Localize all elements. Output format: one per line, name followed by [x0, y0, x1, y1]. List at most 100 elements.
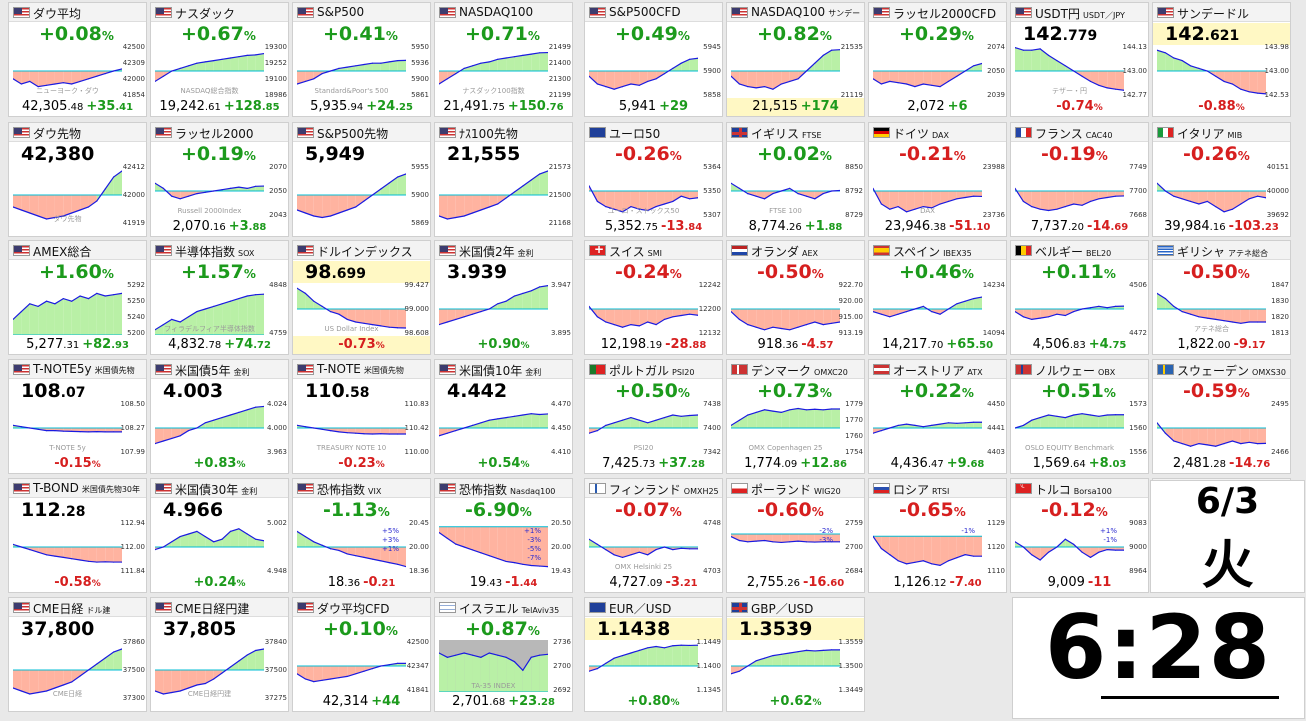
tile-dow-cfd[interactable]: ダウ平均CFD +0.10% 42500 42347 41841 42,314 +44	[292, 597, 431, 712]
tile-us5y[interactable]: 米国債5年 金利 4.003 4.024 4.000 3.963 +0.83%	[150, 359, 289, 474]
tile-chart: Standard&Poor's 500	[297, 59, 406, 95]
chart-point	[981, 296, 982, 298]
axis-tick-label: 5.002	[266, 519, 287, 527]
tile-denmark[interactable]: デンマーク OMXC20 +0.73% OMX Copenhagen 25 1779 17…	[726, 359, 865, 474]
tile-russell2000cfd[interactable]: ラッセル2000CFD +0.29% 2074 2050 2039 2,072 +6	[868, 2, 1007, 117]
tile-us10y[interactable]: 米国債10年 金利 4.442 4.470 4.450 4.410 +0.54%	[434, 359, 573, 474]
chart-area-segment	[347, 547, 356, 556]
chart-point	[763, 409, 766, 411]
main-value-decimals: .58	[344, 385, 370, 401]
chart-point	[1223, 320, 1225, 322]
main-value-text: 5,949	[305, 143, 366, 165]
tile-france[interactable]: フランス CAC40 -0.19% 7749 7700 7668 7,737.20 -14.6…	[1010, 122, 1149, 237]
tile-footer: 8,774.26 +1.88	[727, 219, 864, 234]
chart-point	[1206, 200, 1208, 202]
tile-header: 米国債5年 金利	[151, 360, 288, 379]
tile-nasdaq[interactable]: ナスダック +0.67% NASDAQ総合指数 19300 19252 19100 1898…	[150, 2, 289, 117]
tile-israel[interactable]: イスラエル TelAviv35 +0.87% TA-35 INDEX 2736 2700 2…	[434, 597, 573, 712]
chart-area-segment	[305, 195, 314, 216]
axis-tick-label: 4.450	[550, 424, 571, 432]
tile-poland[interactable]: ポーランド WIG20 -0.60% 2759 2700 2684 -2% -3% 2,755.…	[726, 478, 865, 593]
tile-russell2000[interactable]: ラッセル2000 +0.19% Russell 2000Index 2070 2050 2…	[150, 122, 289, 237]
chart-area-segment	[447, 309, 456, 322]
big-highlight	[1153, 23, 1290, 45]
chart-area-segment	[305, 71, 314, 82]
chart-point	[513, 191, 516, 193]
tile-dow-avg[interactable]: ダウ平均 +0.08% ニューヨーク・ダウ 42500 42309 42000 41854 4…	[8, 2, 147, 117]
main-value-text: +0.10	[323, 618, 386, 640]
tile-euro50[interactable]: ユーロ50 -0.26% ユーロ・ストックス50 5364 5350 5307 5,352.…	[584, 122, 723, 237]
tile-tnote[interactable]: T-NOTE 米国債先物 110.58 TREASURY NOTE 10 110.83 1…	[292, 359, 431, 474]
tile-chart: フィラデルフィア半導体指数	[155, 293, 264, 335]
tile-sp500-futures[interactable]: S&P500先物 5,949 5955 5900 5869	[292, 122, 431, 237]
tile-eur-usd[interactable]: EUR／USD 1.1438 1.1449 1.1400 1.1345 +0.80%	[584, 597, 723, 712]
tile-nasdaq100[interactable]: NASDAQ100 +0.71% ナスダック100指数 21499 21400 21300…	[434, 2, 573, 117]
axis-tick-label: 5900	[411, 75, 429, 83]
chart-area-segment	[531, 286, 540, 309]
tile-netherlands[interactable]: オランダ AEX -0.50% 922.70 920.00 915.00 913.19 918…	[726, 240, 865, 355]
tile-swiss[interactable]: スイスSMI-0.24%12242122001213212,198.19-28.…	[584, 240, 723, 355]
chart-point	[229, 300, 232, 302]
tile-gbp-usd[interactable]: GBP／USD 1.3539 1.3559 1.3500 1.3449 +0.62%	[726, 597, 865, 712]
chart-point	[455, 318, 457, 320]
footer-change: +8.03	[1089, 456, 1127, 471]
tile-main-value: +0.02%	[757, 143, 832, 165]
tile-amex[interactable]: AMEX総合 +1.60% 5292 5250 5240 5200 5,277.31 +82.…	[8, 240, 147, 355]
chart-point	[789, 409, 791, 411]
chart-area-segment	[664, 415, 673, 428]
tile-semis[interactable]: 半導体指数 SOX +1.57% フィラデルフィア半導体指数 4848 4759 4,832…	[150, 240, 289, 355]
tile-greece[interactable]: ギリシャ アテネ総合 -0.50% アテネ総合 1847 1830 1820 1813 1,82…	[1152, 240, 1291, 355]
tile-tbond[interactable]: T-BOND 米国債先物30年 112.28 112.94 112.00 111.84 -0…	[8, 478, 147, 593]
tile-sp500[interactable]: S&P500 +0.41% Standard&Poor's 500 5950 5936 5…	[292, 2, 431, 117]
tile-us30y[interactable]: 米国債30年 金利 4.966 5.002 4.948 +0.24%	[150, 478, 289, 593]
tile-usdt-jpy[interactable]: USDT円 USDT／JPY 142.779 テザー・円 144.13 143.00 142…	[1010, 2, 1149, 117]
tile-dollar-index[interactable]: ドルインデックス 98.699 US Dollar Index 99.427 99.00…	[292, 240, 431, 355]
axis-labels: 143.98 143.00 142.53	[1259, 43, 1290, 99]
tile-us2y[interactable]: 米国債2年 金利 3.939 3.947 3.895 +0.90%	[434, 240, 573, 355]
tile-sweden[interactable]: スウェーデン OMXS30 -0.59% 2495 2466 2,481.28 -14.76	[1152, 359, 1291, 474]
tile-cme-nikkei-jpy[interactable]: CME日経円建 37,805 CME日経円建 37840 37500 37275	[150, 597, 289, 712]
chart-area-segment	[756, 71, 765, 88]
main-value-text: +1.60	[39, 261, 102, 283]
tile-subname: アテネ総合	[1228, 249, 1269, 258]
chart-point	[329, 548, 332, 550]
tile-italy[interactable]: イタリア MIB -0.26% 40151 40000 39692 39,984.16 -10…	[1152, 122, 1291, 237]
chart-point	[329, 311, 332, 313]
chart-area-segment	[389, 309, 398, 328]
chart-point	[964, 422, 966, 424]
chart-point	[246, 295, 248, 297]
tile-chart	[873, 535, 982, 566]
tile-vix[interactable]: 恐怖指数 VIX -1.13% 20.45 20.00 18.36 +5% +3% +1% 18.…	[292, 478, 431, 593]
change-int: +82	[82, 337, 112, 352]
axis-tick-label: 5869	[411, 219, 429, 227]
tile-finland[interactable]: フィンランド OMXH25 -0.07% OMX Helsinki 25 4748 470…	[584, 478, 723, 593]
main-value-unit: %	[377, 505, 390, 519]
footer-price: 21,515	[752, 99, 798, 114]
tile-nasdaq100-sunday[interactable]: NASDAQ100 サンデー +0.82% 21535 21119 21,515 +174	[726, 2, 865, 117]
tile-footer: 5,352.75 -13.84	[585, 219, 722, 234]
tile-dow-futures[interactable]: ダウ先物 42,380 ダウ先物 42412 42000 41919	[8, 122, 147, 237]
tile-vix-nasdaq[interactable]: 恐怖指数 Nasdaq100 -6.90% 20.50 20.00 19.43 +1% -3%…	[434, 478, 573, 593]
tile-uk[interactable]: イギリス FTSE +0.02% FTSE 100 8850 8792 8729 8,774.…	[726, 122, 865, 237]
chart-point	[789, 652, 791, 654]
change-int: +37	[658, 456, 688, 471]
tile-name-text: スイス	[609, 245, 645, 259]
chart-area-segment	[1198, 191, 1208, 204]
tile-russia[interactable]: ロシア RTSI -0.65% 1129 1120 1110 -1% 1,126.12 -7.4…	[868, 478, 1007, 593]
tile-belgium[interactable]: ベルギー BEL20 +0.11% 4506 4472 4,506.83 +4.75	[1010, 240, 1149, 355]
tile-tnote5y[interactable]: T-NOTE5y 米国債先物 108.07 T-NOTE 5y 108.50 108.27…	[8, 359, 147, 474]
tile-austria[interactable]: オーストリア ATX +0.22% 4450 4441 4403 4,436.47 +9.68	[868, 359, 1007, 474]
tile-footer: 14,217.70 +65.50	[869, 337, 1006, 352]
tile-sp500cfd[interactable]: S&P500CFD +0.49% 5945 5900 5858 5,941 +29	[584, 2, 723, 117]
tile-portugal[interactable]: ポルトガル PSI20 +0.50% PSI20 7438 7400 7342 7,425.7…	[584, 359, 723, 474]
tile-cme-nikkei-usd[interactable]: CME日経 ドル建 37,800 CME日経 37860 37500 37300	[8, 597, 147, 712]
chart-area-segment	[38, 301, 47, 335]
tile-nasdaq100-futures[interactable]: ﾅｽ100先物 21,555 21573 21500 21168	[434, 122, 573, 237]
tile-turkey[interactable]: トルコBorsa100-0.12%908390008964+1%-1%9,009…	[1010, 478, 1149, 593]
chart-point	[229, 666, 232, 668]
tile-germany[interactable]: ドイツ DAX -0.21% DAX 23988 23736 23,946.38 -51.10	[868, 122, 1007, 237]
tile-norway[interactable]: ノルウェー OBX +0.51% OSLO EQUITY Benchmark 1573 1…	[1010, 359, 1149, 474]
chart-area-segment	[973, 297, 982, 309]
tile-spain[interactable]: スペイン IBEX35 +0.46% 14234 14094 14,217.70 +65.5…	[868, 240, 1007, 355]
tile-sunday-dow[interactable]: サンデードル 142.621 143.98 143.00 142.53 -0.88%	[1152, 2, 1291, 117]
